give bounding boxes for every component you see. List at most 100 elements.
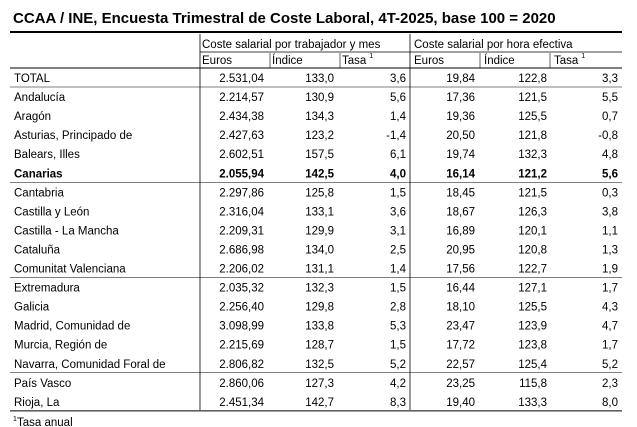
cell: 3,6 bbox=[390, 206, 406, 218]
cell: 2.214,57 bbox=[219, 92, 264, 104]
row-name: Canarias bbox=[14, 168, 63, 180]
title: CCAA / INE, Encuesta Trimestral de Coste… bbox=[13, 10, 556, 27]
cell: 134,0 bbox=[305, 244, 334, 256]
cell: 134,3 bbox=[305, 111, 334, 123]
cell: 2,5 bbox=[390, 244, 406, 256]
cell: 4,2 bbox=[390, 378, 406, 390]
row-name: Asturias, Principado de bbox=[14, 130, 132, 142]
cell: 5,3 bbox=[390, 321, 406, 333]
cell: 125,8 bbox=[305, 187, 334, 199]
cell: 1,5 bbox=[390, 340, 406, 352]
cell: 4,7 bbox=[602, 321, 618, 333]
cell: 2.316,04 bbox=[219, 206, 264, 218]
cell: 17,72 bbox=[446, 340, 475, 352]
cell: 1,1 bbox=[602, 225, 618, 237]
cell: 127,1 bbox=[518, 283, 547, 295]
row-name: TOTAL bbox=[14, 73, 51, 85]
cell: 126,3 bbox=[518, 206, 547, 218]
cell: 132,5 bbox=[305, 359, 334, 371]
column-header: Euros bbox=[414, 55, 444, 67]
cell: 115,8 bbox=[519, 378, 547, 390]
cell: 6,1 bbox=[390, 149, 406, 161]
row-name: Andalucía bbox=[14, 92, 66, 104]
cell: 1,5 bbox=[390, 187, 406, 199]
cell: 125,5 bbox=[518, 302, 547, 314]
cell: 125,5 bbox=[518, 111, 547, 123]
cell: 123,8 bbox=[518, 340, 547, 352]
cell: 19,36 bbox=[446, 111, 475, 123]
cell: 133,0 bbox=[305, 73, 334, 85]
cell: 3.098,99 bbox=[219, 321, 264, 333]
footnote-mark: 1 bbox=[581, 53, 585, 60]
cell: 2.451,34 bbox=[219, 397, 264, 409]
cell: 3,1 bbox=[390, 225, 406, 237]
cell: 3,6 bbox=[390, 73, 406, 85]
cell: 128,7 bbox=[305, 340, 334, 352]
cell: 16,14 bbox=[446, 168, 475, 180]
footnote-mark: 1 bbox=[13, 416, 17, 423]
cell: 2.256,40 bbox=[219, 302, 264, 314]
cell: 1,5 bbox=[390, 283, 406, 295]
cell: 18,45 bbox=[446, 187, 475, 199]
cell: 1,3 bbox=[602, 244, 618, 256]
row-name: Aragón bbox=[14, 111, 51, 123]
row-name: Castilla y León bbox=[14, 206, 89, 218]
cell: 23,25 bbox=[446, 378, 475, 390]
cell: 123,2 bbox=[305, 130, 334, 142]
cell: 19,84 bbox=[446, 73, 475, 85]
row-name: Madrid, Comunidad de bbox=[14, 321, 130, 333]
cell: 3,8 bbox=[602, 206, 618, 218]
cell: 2.297,86 bbox=[219, 187, 264, 199]
cell: 131,1 bbox=[305, 264, 334, 276]
cell: 4,8 bbox=[602, 149, 618, 161]
cell: 2.434,38 bbox=[219, 111, 264, 123]
cell: 132,3 bbox=[305, 283, 334, 295]
cell: 2.055,94 bbox=[219, 168, 264, 180]
cell: 2.531,04 bbox=[219, 73, 264, 85]
row-name: Comunitat Valenciana bbox=[14, 264, 126, 276]
row-name: País Vasco bbox=[14, 378, 71, 390]
cell: 23,47 bbox=[446, 321, 475, 333]
cell: -1,4 bbox=[386, 130, 406, 142]
row-name: Murcia, Región de bbox=[14, 340, 107, 352]
cell: 142,7 bbox=[305, 397, 334, 409]
cell: 16,89 bbox=[446, 225, 475, 237]
row-name: Rioja, La bbox=[14, 397, 60, 409]
cell: 3,3 bbox=[602, 73, 618, 85]
cell: 0,3 bbox=[602, 187, 618, 199]
cell: 2,3 bbox=[602, 378, 618, 390]
group-header: Coste salarial por hora efectiva bbox=[414, 39, 573, 51]
column-header: Euros bbox=[202, 55, 232, 67]
cell: 122,7 bbox=[518, 264, 547, 276]
cell: 2.206,02 bbox=[219, 264, 264, 276]
cell: 129,9 bbox=[305, 225, 334, 237]
cell: 1,4 bbox=[390, 264, 407, 276]
cell: 130,9 bbox=[305, 92, 334, 104]
cell: 2.215,69 bbox=[219, 340, 264, 352]
row-name: Navarra, Comunidad Foral de bbox=[14, 359, 166, 371]
cell: 157,5 bbox=[305, 149, 334, 161]
cell: 142,5 bbox=[305, 168, 334, 180]
column-header: Índice bbox=[272, 54, 303, 67]
cell: 4,3 bbox=[602, 302, 618, 314]
cell: 2.035,32 bbox=[219, 283, 264, 295]
cell: 120,8 bbox=[518, 244, 547, 256]
cell: 127,3 bbox=[305, 378, 334, 390]
column-header: Índice bbox=[484, 54, 515, 67]
cell: 1,7 bbox=[602, 283, 618, 295]
cell: 121,2 bbox=[518, 168, 547, 180]
cell: 133,1 bbox=[305, 206, 334, 218]
cell: 5,5 bbox=[602, 92, 618, 104]
row-name: Cantabria bbox=[14, 187, 64, 199]
cell: 5,2 bbox=[390, 359, 406, 371]
cell: 0,7 bbox=[602, 111, 618, 123]
cell: 18,67 bbox=[446, 206, 475, 218]
column-header: Tasa bbox=[554, 55, 579, 67]
cell: 20,95 bbox=[446, 244, 475, 256]
cell: 5,6 bbox=[602, 168, 618, 180]
cell: 132,3 bbox=[518, 149, 547, 161]
row-name: Galicia bbox=[14, 302, 50, 314]
cell: 121,5 bbox=[518, 92, 547, 104]
